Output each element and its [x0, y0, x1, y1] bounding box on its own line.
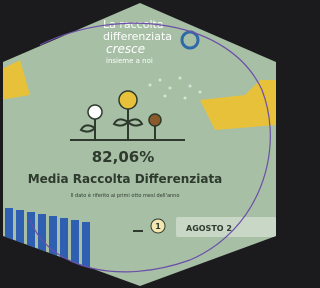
stat-label: Media Raccolta Differenziata	[28, 172, 223, 186]
trophy-base	[133, 230, 143, 232]
flower	[119, 91, 137, 109]
stat-note: Il dato è riferito ai primi otto mesi de…	[71, 192, 180, 199]
badge-rank: 1	[155, 222, 161, 231]
flower	[149, 114, 161, 126]
header-line: insieme a noi	[106, 57, 153, 65]
flower	[88, 105, 102, 119]
badge-month: AGOSTO 2	[186, 224, 232, 233]
stat-value: 82,06%	[92, 148, 154, 166]
header-line: cresce	[106, 42, 145, 56]
screenshot: La raccolta differenziata cresce insieme…	[0, 0, 279, 288]
